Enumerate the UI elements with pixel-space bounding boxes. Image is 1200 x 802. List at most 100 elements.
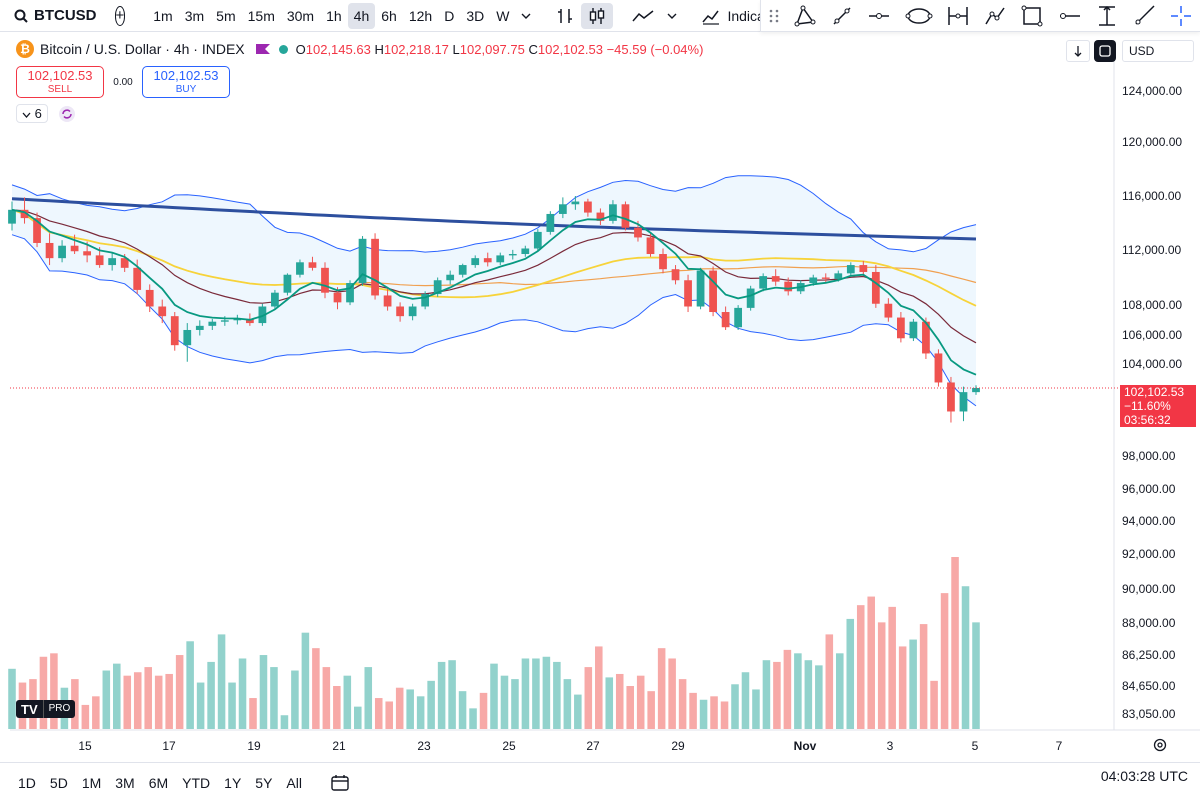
candles-style-button[interactable] <box>581 2 614 29</box>
symbol-search[interactable]: BTCUSD <box>0 0 105 32</box>
price-range-icon[interactable] <box>1095 4 1119 28</box>
range-3m[interactable]: 3M <box>115 774 135 791</box>
volume-bar <box>542 656 551 729</box>
bar-style-button[interactable] <box>549 3 581 29</box>
volume-bar <box>867 596 875 729</box>
ema-fast-line <box>11 208 977 376</box>
buy-button[interactable]: 102,102.53 BUY <box>142 66 230 98</box>
path-icon[interactable] <box>983 4 1007 28</box>
interval-3m[interactable]: 3m <box>184 7 205 24</box>
crosshair-icon[interactable] <box>1169 4 1193 28</box>
candle-body <box>584 201 592 213</box>
volume-bar <box>605 677 614 729</box>
interval-5m[interactable]: 5m <box>216 7 236 24</box>
horizontal-ray-icon[interactable] <box>1058 4 1082 28</box>
volume-bar <box>8 668 16 729</box>
volume-bar <box>133 672 142 729</box>
interval-d[interactable]: D <box>444 7 455 24</box>
volume-bar <box>479 692 488 729</box>
range-5y[interactable]: 5Y <box>255 774 273 791</box>
ma-yellow-line <box>11 208 977 307</box>
symbol-title: Bitcoin / U.S. Dollar · 4h · INDEX <box>40 41 245 57</box>
volume-bar <box>762 660 771 729</box>
candle-body <box>371 238 379 296</box>
candle-body <box>721 312 730 328</box>
volume-bar <box>102 670 111 729</box>
candle-body <box>558 204 567 214</box>
buy-label: BUY <box>175 84 197 95</box>
volume-bar <box>626 686 634 729</box>
chart-type-dropdown[interactable] <box>661 3 683 29</box>
compare-symbol-button[interactable]: + <box>114 5 126 26</box>
volume-bar <box>668 658 676 729</box>
volume-bar <box>385 701 393 729</box>
candle-body <box>133 267 142 290</box>
price-tick: 98,000.00 <box>1122 449 1176 463</box>
horizontal-line-icon[interactable] <box>867 4 891 28</box>
volume-bar <box>856 605 865 729</box>
interval-w[interactable]: W <box>496 7 510 24</box>
candle-body <box>809 277 818 284</box>
price-tick: 92,000.00 <box>1122 547 1176 561</box>
scroll-to-realtime-button[interactable] <box>1066 40 1090 62</box>
range-5d[interactable]: 5D <box>49 774 68 791</box>
triangle-pattern-icon[interactable] <box>793 4 817 28</box>
fullscreen-button[interactable] <box>1094 40 1116 62</box>
drag-handle-icon[interactable] <box>768 6 780 26</box>
settings-gear-icon[interactable] <box>1152 737 1168 753</box>
candle-body <box>245 318 254 324</box>
volume-bar <box>678 679 687 729</box>
volume-bar <box>615 673 624 729</box>
volume-bar <box>773 661 781 729</box>
utc-clock[interactable]: 04:03:28 UTC <box>1100 768 1188 784</box>
range-all[interactable]: All <box>286 774 302 791</box>
rectangle-icon[interactable] <box>1020 4 1044 28</box>
volume-bar <box>888 606 896 729</box>
candle-body <box>321 267 329 293</box>
calendar-goto-icon[interactable] <box>330 774 350 792</box>
sync-icon[interactable] <box>58 105 76 123</box>
volume-bar <box>154 675 163 729</box>
range-1y[interactable]: 1Y <box>224 774 242 791</box>
date-range-list: 1D 5D 1M 3M 6M YTD 1Y 5Y All <box>18 775 316 791</box>
candle-body <box>646 237 655 255</box>
interval-6h[interactable]: 6h <box>381 7 397 24</box>
interval-12h[interactable]: 12h <box>408 7 433 24</box>
spread-value: 0.00 <box>113 76 133 88</box>
bar-countdown: 03:56:32 <box>1124 413 1171 427</box>
interval-1h[interactable]: 1h <box>326 7 342 24</box>
price-tick: 84,650.00 <box>1122 679 1176 693</box>
candle-body <box>70 245 79 252</box>
volume-bar <box>595 646 603 729</box>
date-range-icon[interactable] <box>946 4 970 28</box>
pro-badge: PRO <box>42 700 76 718</box>
trend-line-icon[interactable] <box>830 4 854 28</box>
indicators-toggle[interactable]: 6 <box>16 104 48 123</box>
low-value: 102,097.75 <box>459 41 525 57</box>
drawing-toolbar <box>760 0 1200 32</box>
range-6m[interactable]: 6M <box>148 774 169 791</box>
currency-select[interactable]: USD <box>1122 40 1194 62</box>
range-1m[interactable]: 1M <box>81 774 102 791</box>
interval-4h[interactable]: 4h <box>347 2 376 29</box>
interval-1m[interactable]: 1m <box>153 7 173 24</box>
interval-30m[interactable]: 30m <box>286 7 315 24</box>
flag-icon[interactable] <box>255 43 271 55</box>
interval-3d[interactable]: 3D <box>466 7 485 24</box>
sell-button[interactable]: 102,102.53 SELL <box>16 66 104 98</box>
ray-icon[interactable] <box>1132 4 1156 28</box>
volume-bar <box>720 701 729 729</box>
chevron-down-icon <box>667 13 677 19</box>
search-icon <box>14 9 28 23</box>
candle-body <box>208 321 217 326</box>
candle-body <box>846 265 855 274</box>
interval-dropdown-button[interactable] <box>515 3 537 29</box>
interval-15m[interactable]: 15m <box>247 7 275 24</box>
range-ytd[interactable]: YTD <box>182 774 211 791</box>
ellipse-icon[interactable] <box>905 4 933 28</box>
line-style-button[interactable] <box>625 3 661 29</box>
range-1d[interactable]: 1D <box>18 774 36 791</box>
volume-bar <box>636 675 645 729</box>
price-tick: 108,000.00 <box>1122 298 1183 312</box>
